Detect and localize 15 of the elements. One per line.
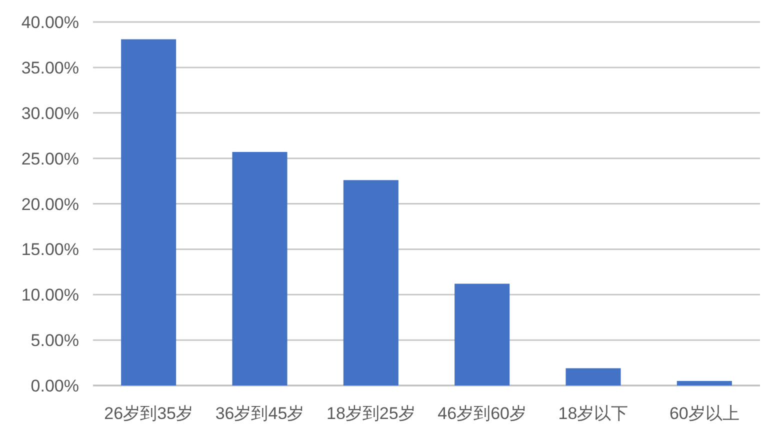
y-tick-label: 5.00% <box>30 331 79 350</box>
x-tick-label: 46岁到60岁 <box>438 404 526 423</box>
y-tick-label: 0.00% <box>30 376 79 396</box>
x-tick-label: 26岁到35岁 <box>104 404 193 423</box>
x-tick-label: 18岁以下 <box>558 404 628 423</box>
y-tick-label: 40.00% <box>21 13 79 32</box>
y-tick-label: 35.00% <box>21 58 79 78</box>
y-tick-label: 10.00% <box>21 286 79 305</box>
x-tick-label: 36岁到45岁 <box>215 404 304 423</box>
x-tick-label: 18岁到25岁 <box>326 404 416 423</box>
y-tick-label: 20.00% <box>21 194 79 214</box>
y-tick-label: 30.00% <box>21 104 79 123</box>
y-tick-label: 25.00% <box>21 149 79 168</box>
x-tick-label: 60岁以上 <box>669 404 740 423</box>
y-tick-label: 15.00% <box>21 240 79 260</box>
